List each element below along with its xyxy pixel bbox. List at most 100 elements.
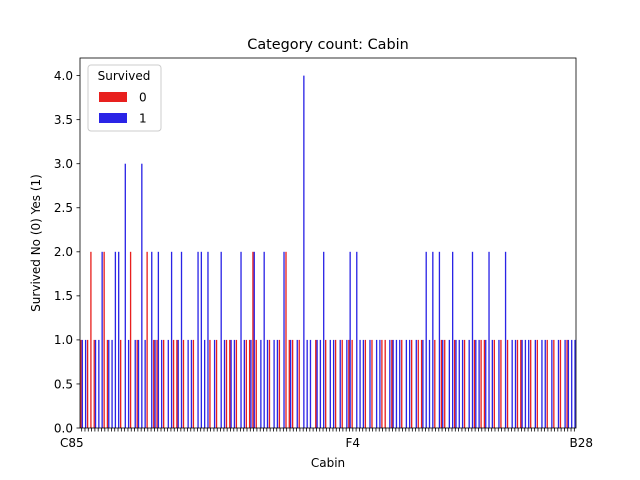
bar-series-1	[118, 251, 120, 428]
bar-series-1	[101, 251, 103, 428]
bar-series-0	[80, 339, 82, 428]
bar-series-1	[438, 251, 441, 428]
bar-series-1	[389, 339, 391, 428]
y-tick-label: 3.0	[54, 157, 73, 171]
x-tick-label: C85	[60, 436, 84, 450]
bar-series-0	[453, 339, 456, 428]
bar-series-0	[480, 339, 482, 428]
bar-series-1	[230, 339, 232, 428]
bar-series-1	[306, 339, 308, 428]
bar-series-1	[488, 251, 490, 428]
bar-series-0	[381, 339, 383, 428]
bar-series-0	[182, 339, 185, 428]
bar-series-1	[108, 339, 110, 428]
bar-series-0	[288, 339, 290, 428]
bar-series-0	[120, 339, 122, 428]
bar-series-1	[478, 339, 480, 428]
bar-series-0	[229, 339, 231, 428]
bar-series-1	[432, 251, 434, 428]
bar-series-1	[316, 339, 318, 428]
bar-series-0	[530, 339, 532, 428]
bar-series-1	[485, 339, 487, 428]
bar-series-1	[161, 339, 163, 428]
bar-series-1	[339, 339, 341, 428]
bar-series-1	[329, 339, 331, 428]
bar-series-0	[315, 339, 317, 428]
bar-series-0	[351, 339, 353, 428]
bar-series-0	[553, 339, 555, 428]
bar-series-0	[103, 251, 105, 428]
bar-series-0	[285, 251, 287, 428]
bar-series-0	[248, 339, 251, 428]
y-tick-label: 2.5	[54, 201, 73, 215]
bar-series-0	[493, 339, 495, 428]
bar-series-1	[283, 251, 285, 428]
bar-series-1	[524, 339, 527, 428]
bar-series-1	[323, 251, 325, 428]
bar-series-1	[154, 339, 156, 428]
bar-series-0	[192, 339, 195, 428]
bar-series-0	[146, 251, 148, 428]
bar-series-0	[93, 339, 95, 428]
bar-series-0	[434, 339, 436, 428]
plot-frame	[79, 57, 577, 429]
bar-series-1	[544, 339, 546, 428]
bar-series-1	[276, 339, 279, 428]
bar-series-1	[137, 339, 140, 428]
bar-series-0	[473, 339, 476, 428]
bar-series-1	[111, 339, 113, 428]
bar-series-0	[391, 339, 393, 428]
bar-series-1	[319, 339, 322, 428]
bar-series-1	[170, 251, 173, 428]
y-tick-label: 0.5	[54, 377, 73, 391]
x-tick-label: B28	[569, 436, 593, 450]
bar-series-1	[273, 339, 275, 428]
bar-series-0	[566, 339, 568, 428]
legend-swatch-1	[99, 113, 127, 123]
bar-series-0	[268, 339, 271, 428]
bar-series-0	[86, 339, 89, 428]
bar-series-1	[521, 339, 523, 428]
bar-series-0	[420, 339, 423, 428]
bar-series-1	[498, 339, 500, 428]
bar-series-0	[463, 339, 466, 428]
bar-series-1	[220, 251, 222, 428]
bar-series-1	[81, 339, 83, 428]
bar-series-1	[98, 339, 100, 428]
bar-series-1	[266, 339, 269, 428]
bar-series-1	[514, 339, 517, 428]
bar-series-1	[541, 339, 543, 428]
bar-series-0	[440, 339, 443, 428]
bar-series-1	[144, 339, 146, 428]
bar-series-1	[260, 339, 262, 428]
bar-series-1	[167, 339, 169, 428]
bar-series-0	[225, 339, 228, 428]
bar-series-0	[252, 251, 254, 428]
bar-series-0	[411, 339, 413, 428]
bar-series-0	[384, 339, 386, 428]
bar-series-1	[511, 339, 513, 428]
bar-series-0	[371, 339, 373, 428]
bar-series-1	[458, 339, 460, 428]
bar-series-1	[415, 339, 417, 428]
bar-series-0	[506, 339, 509, 428]
bar-series-1	[551, 339, 553, 428]
x-axis: C85 F4 B28	[60, 428, 593, 450]
y-tick-label: 1.5	[54, 289, 73, 303]
bar-series-0	[559, 339, 562, 428]
bar-series-0	[546, 339, 548, 428]
legend-title: Survived	[98, 69, 151, 83]
bar-series-0	[348, 339, 350, 428]
bar-series-1	[461, 339, 464, 428]
bar-series-0	[520, 339, 522, 428]
bar-series-1	[134, 339, 136, 428]
bar-series-1	[356, 251, 358, 428]
bar-series-1	[452, 251, 454, 428]
bar-series-1	[405, 339, 408, 428]
bar-series-1	[455, 339, 457, 428]
bar-series-1	[375, 339, 378, 428]
bar-series-1	[94, 339, 97, 428]
bar-series-0	[291, 339, 294, 428]
bar-series-0	[255, 339, 257, 428]
y-tick-label: 0.0	[54, 421, 73, 435]
